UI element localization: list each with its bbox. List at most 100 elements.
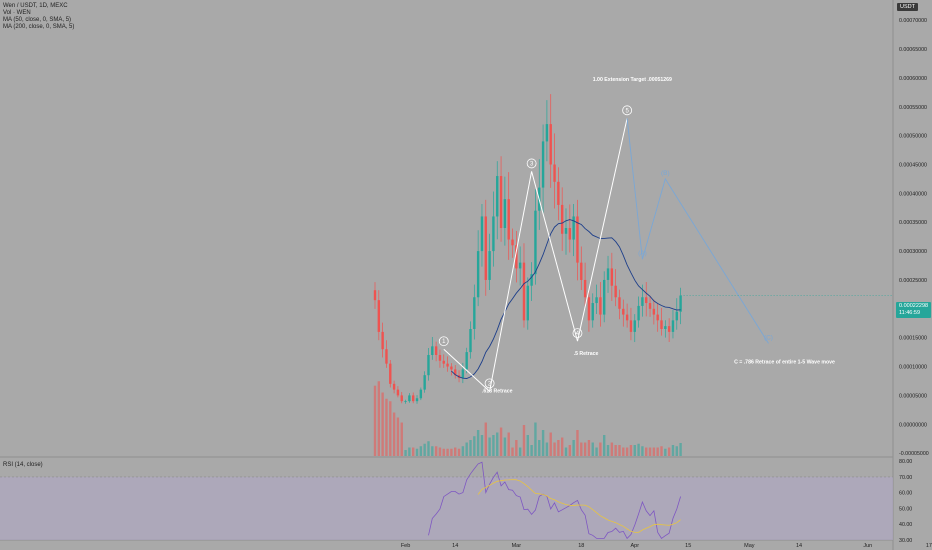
candle-body [576, 216, 579, 263]
volume-bar [465, 442, 468, 456]
candle [392, 380, 396, 394]
time-tick-label: May [744, 543, 755, 549]
volume-bar [614, 445, 617, 456]
rsi-tick-label: 50.00 [899, 506, 912, 512]
candle [484, 199, 487, 296]
abc-correction-line [626, 118, 769, 344]
candle-body [404, 401, 407, 402]
candle-body [480, 216, 484, 252]
volume-bar [488, 437, 491, 456]
candle [622, 299, 625, 327]
candle-body [461, 369, 465, 379]
candle [496, 161, 499, 240]
volume-bar [660, 446, 663, 456]
volume-bar [511, 447, 514, 456]
volume-bar [454, 447, 457, 456]
candle [503, 176, 507, 246]
candle-body [484, 216, 487, 280]
volume-bar [595, 447, 598, 456]
candle [507, 172, 510, 260]
volume-legend: Vol · WEN [3, 10, 31, 16]
wave-label-circle [572, 328, 583, 339]
volume-bar [469, 440, 472, 456]
candle [583, 262, 587, 309]
candle-body [633, 320, 636, 332]
time-tick-label: 14 [796, 543, 802, 549]
volume-bar [392, 412, 396, 456]
candle-body [385, 349, 388, 364]
volume-bar [530, 445, 533, 456]
candle-body [503, 199, 507, 228]
symbol-title: Wen / USDT, 1D, MEXC [3, 3, 68, 9]
candle [377, 290, 381, 341]
candle [664, 320, 667, 338]
volume-bar [675, 446, 678, 456]
candle [534, 189, 537, 285]
price-tick-label: 0.00055000 [899, 105, 927, 111]
candle-body [572, 216, 575, 240]
candle [450, 363, 453, 376]
volume-bar [503, 437, 507, 456]
volume-bar [423, 443, 426, 456]
candle [480, 203, 484, 267]
currency-badge[interactable]: USDT [897, 3, 918, 11]
candle [564, 208, 568, 255]
candle-body [660, 320, 663, 330]
candle-body [583, 279, 587, 298]
candle [473, 284, 476, 340]
volume-bar [618, 445, 621, 456]
candle [526, 277, 529, 330]
candle-body [603, 279, 606, 315]
candle [660, 307, 663, 336]
candle-body [599, 297, 602, 315]
candle-body [580, 262, 583, 280]
wave-label-circle [438, 336, 449, 347]
volume-bar [415, 448, 419, 456]
volume-bar [434, 446, 438, 456]
volume-bar [538, 440, 541, 456]
wave-label-circle [622, 105, 633, 116]
candle [603, 271, 606, 323]
candle [625, 303, 629, 328]
price-tick-label: 0.00035000 [899, 220, 927, 226]
volume-bar [499, 427, 503, 456]
candle [648, 295, 652, 317]
price-tick-label: 0.00045000 [899, 163, 927, 169]
rsi-tick-label: 30.00 [899, 538, 912, 544]
candle-body [469, 329, 472, 353]
candle [518, 246, 522, 286]
price-tick-label: 0.00040000 [899, 191, 927, 197]
candle [488, 233, 491, 291]
candle-body [450, 366, 453, 370]
chart-annotation: C = .786 Retrace of entire 1-5 Wave move [734, 360, 835, 366]
candle-body [377, 300, 381, 332]
candle [675, 298, 678, 330]
candle-body [473, 297, 476, 330]
candle-body [423, 375, 426, 390]
candle [408, 393, 411, 403]
candle [419, 387, 423, 401]
volume-bar [480, 435, 484, 456]
candle [633, 314, 636, 343]
volume-bar [377, 381, 381, 456]
volume-bar [484, 422, 487, 456]
volume-bar [404, 450, 407, 456]
wave-label-circle [484, 378, 495, 389]
ma50-legend: MA (50, close, 0, SMA, 5) [3, 17, 72, 23]
candle-body [618, 297, 621, 309]
rsi-line [428, 461, 681, 540]
candle-body [656, 314, 659, 321]
volume-bar [534, 422, 537, 456]
volume-bar [541, 430, 545, 456]
wave-label-text: 2 [488, 381, 492, 387]
candle-body [438, 354, 442, 361]
last-price: 0.00022298 [899, 303, 929, 309]
volume-bar [583, 442, 587, 456]
candle-body [675, 311, 678, 321]
rsi-ma-line [477, 479, 681, 533]
candle [469, 321, 472, 359]
candle [557, 167, 560, 221]
candle [381, 322, 384, 358]
price-tick-label: 0.00015000 [899, 336, 927, 342]
